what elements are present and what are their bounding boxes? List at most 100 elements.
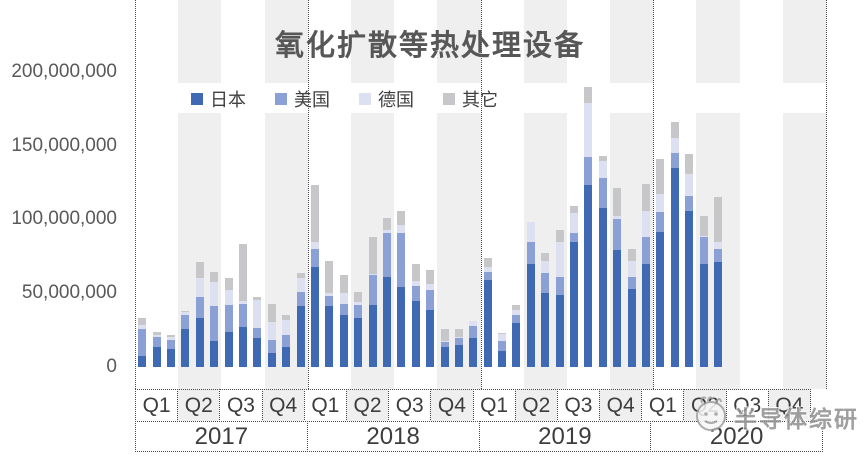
bar-segment-other bbox=[555, 229, 564, 242]
bar-2020-02 bbox=[670, 121, 679, 367]
bar-2018-09 bbox=[426, 270, 435, 367]
quarter-band bbox=[782, 0, 826, 389]
bar-segment-other bbox=[138, 318, 147, 325]
bar-segment-germany bbox=[354, 302, 363, 305]
bar-segment-germany bbox=[469, 320, 478, 327]
year-divider-line bbox=[307, 0, 309, 389]
bar-segment-other bbox=[699, 216, 708, 236]
quarter-label-cell: Q1 bbox=[135, 389, 179, 422]
bar-segment-other bbox=[354, 291, 363, 303]
bar-segment-japan bbox=[541, 293, 550, 367]
quarter-label-cell: Q1 bbox=[472, 389, 516, 422]
quarter-label-cell: Q3 bbox=[388, 389, 432, 422]
bar-segment-germany bbox=[541, 261, 550, 274]
bar-segment-japan bbox=[498, 350, 507, 367]
bar-segment-germany bbox=[152, 334, 161, 337]
bar-segment-japan bbox=[656, 231, 665, 367]
legend: 日本 美国 德国 其它 bbox=[191, 86, 498, 112]
bar-segment-germany bbox=[310, 241, 319, 249]
bar-segment-germany bbox=[253, 299, 262, 328]
y-axis-tick-label: 0 bbox=[106, 356, 117, 377]
legend-item-other: 其它 bbox=[443, 86, 498, 112]
bar-segment-germany bbox=[512, 310, 521, 316]
bar-segment-germany bbox=[642, 210, 651, 238]
bar-segment-other bbox=[397, 211, 406, 225]
legend-label-germany: 德国 bbox=[378, 90, 414, 110]
bar-segment-japan bbox=[512, 323, 521, 367]
bar-segment-other bbox=[238, 244, 247, 301]
y-axis-tick-label: 200,000,000 bbox=[11, 60, 117, 82]
bar-2018-11 bbox=[454, 328, 463, 367]
bar-segment-usa bbox=[224, 304, 233, 332]
quarter-label-cell: Q4 bbox=[599, 389, 643, 422]
bar-segment-usa bbox=[714, 248, 723, 263]
bar-segment-japan bbox=[699, 263, 708, 367]
bar-segment-usa bbox=[555, 276, 564, 295]
bar-2018-12 bbox=[469, 320, 478, 367]
bar-segment-japan bbox=[224, 331, 233, 367]
bar-segment-japan bbox=[238, 327, 247, 367]
bar-segment-other bbox=[282, 315, 291, 321]
bar-segment-germany bbox=[282, 320, 291, 336]
bar-segment-other bbox=[483, 257, 492, 267]
bar-2018-07 bbox=[397, 211, 406, 367]
bar-2020-05 bbox=[714, 197, 723, 367]
quarter-label-cell: Q1 bbox=[641, 389, 685, 422]
bar-segment-japan bbox=[598, 207, 607, 367]
bar-segment-germany bbox=[584, 102, 593, 158]
bar-segment-usa bbox=[368, 275, 377, 305]
bar-2017-03 bbox=[166, 335, 175, 367]
legend-label-usa: 美国 bbox=[294, 90, 330, 110]
bar-segment-germany bbox=[685, 173, 694, 196]
bar-segment-japan bbox=[195, 318, 204, 367]
bar-segment-japan bbox=[382, 276, 391, 367]
quarter-axis-row: Q1Q2Q3Q4Q1Q2Q3Q4Q1Q2Q3Q4Q1Q2Q3Q4 bbox=[135, 389, 811, 422]
bar-segment-other bbox=[267, 303, 276, 322]
bar-segment-usa bbox=[440, 341, 449, 348]
bar-segment-japan bbox=[181, 328, 190, 367]
bar-segment-germany bbox=[224, 290, 233, 305]
bar-2017-01 bbox=[138, 318, 147, 367]
bar-segment-germany bbox=[526, 222, 535, 242]
legend-item-germany: 德国 bbox=[359, 86, 414, 112]
bar-segment-japan bbox=[642, 263, 651, 367]
bar-segment-japan bbox=[325, 306, 334, 367]
bar-segment-japan bbox=[426, 310, 435, 367]
bar-2017-06 bbox=[210, 271, 219, 367]
bar-segment-germany bbox=[325, 293, 334, 297]
year-divider-line bbox=[480, 0, 482, 389]
bar-segment-germany bbox=[483, 266, 492, 272]
bar-segment-usa bbox=[238, 303, 247, 328]
quarter-label-cell: Q2 bbox=[345, 389, 390, 422]
bar-segment-germany bbox=[613, 215, 622, 219]
bar-segment-germany bbox=[598, 161, 607, 179]
bar-2019-11 bbox=[627, 248, 636, 367]
bar-segment-japan bbox=[166, 348, 175, 367]
bar-segment-other bbox=[339, 275, 348, 294]
legend-label-other: 其它 bbox=[462, 90, 498, 110]
bar-segment-japan bbox=[483, 279, 492, 367]
legend-swatch-usa bbox=[275, 93, 287, 105]
bar-segment-usa bbox=[584, 157, 593, 186]
bar-segment-japan bbox=[454, 344, 463, 367]
bar-segment-germany bbox=[238, 300, 247, 304]
watermark-mascot-icon bbox=[692, 394, 730, 439]
bar-segment-usa bbox=[699, 237, 708, 264]
bar-segment-usa bbox=[613, 218, 622, 251]
bar-segment-japan bbox=[714, 262, 723, 367]
bar-2018-04 bbox=[354, 291, 363, 367]
bar-segment-usa bbox=[483, 271, 492, 280]
bar-segment-usa bbox=[296, 291, 305, 307]
bar-2020-03 bbox=[685, 154, 694, 367]
quarter-label-cell: Q2 bbox=[177, 389, 221, 422]
bar-2018-05 bbox=[368, 237, 377, 367]
bar-2019-04 bbox=[526, 222, 535, 367]
bar-segment-japan bbox=[584, 185, 593, 367]
bar-segment-other bbox=[253, 296, 262, 300]
y-axis-tick-label: 150,000,000 bbox=[11, 134, 117, 156]
bar-segment-other bbox=[642, 183, 651, 211]
bar-segment-japan bbox=[555, 294, 564, 367]
bar-segment-other bbox=[512, 305, 521, 311]
legend-item-usa: 美国 bbox=[275, 86, 330, 112]
bar-2019-03 bbox=[512, 305, 521, 367]
